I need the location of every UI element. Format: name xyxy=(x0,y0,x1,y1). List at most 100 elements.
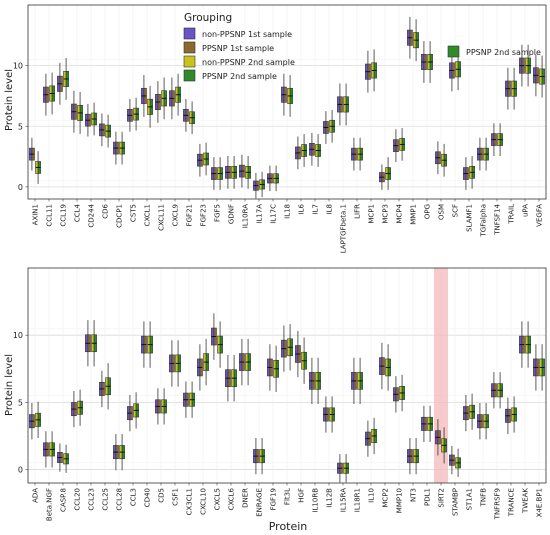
x-tick-label-cdcp1: CDCP1 xyxy=(116,204,124,228)
x-tick-label-ccl28: CCL28 xyxy=(116,488,124,511)
legend-swatch-non-ppsnp-1st xyxy=(183,27,196,40)
x-tick-label-fgf23: FGF23 xyxy=(200,204,208,226)
x-tick-label-trance: TRANCE xyxy=(508,488,516,517)
x-tick-label-ccl11: CCL11 xyxy=(46,204,54,227)
x-tick-label-tweak: TWEAK xyxy=(522,488,530,514)
legend-label-ppsnp-1st: PPSNP 1st sample xyxy=(202,44,274,53)
x-tick-label-il17a: IL17A xyxy=(256,204,264,224)
x-tick-label-il10rb: IL10RB xyxy=(312,488,320,513)
x-tick-label-cxcl10: CXCL10 xyxy=(200,488,208,515)
x-tick-label-il12b: IL12B xyxy=(326,488,334,508)
x-tick-label-laptgfbeta-1: LAPTGFbeta.1 xyxy=(340,204,348,253)
x-tick-label-cst5: CST5 xyxy=(130,204,138,222)
plot-border xyxy=(27,267,547,484)
x-tick-label-tnfrsf9: TNFRSF9 xyxy=(494,488,502,520)
legend-label-non-ppsnp-2nd: non-PPSNP 2nd sample xyxy=(202,58,295,67)
x-tick-label-ccl4: CCL4 xyxy=(74,203,82,222)
legend-title: Grouping xyxy=(184,12,232,24)
x-tick-label-ccl3: CCL3 xyxy=(130,488,138,506)
legend-swatch-ppsnp-2nd xyxy=(183,69,196,82)
x-tick-label-x4e-bp1: X4E.BP1 xyxy=(536,488,544,517)
x-tick-label-opg: OPG xyxy=(424,204,432,219)
x-tick-label-cxcl6: CXCL6 xyxy=(228,487,236,510)
x-tick-label-ccl20: CCL20 xyxy=(74,488,82,511)
x-tick-label-beta-ngf: Beta.NGF xyxy=(46,488,54,521)
x-tick-label-cd244: CD244 xyxy=(88,203,96,227)
extra-legend: PPSNP 2nd sample xyxy=(447,45,541,58)
x-tick-label-ada: ADA xyxy=(32,488,40,503)
x-tick-label-il15ra: IL15RA xyxy=(340,488,348,512)
x-tick-label-axin1: AXIN1 xyxy=(32,204,40,225)
x-tick-label-mmp10: MMP10 xyxy=(396,488,404,513)
x-tick-label-cx3cl1: CX3CL1 xyxy=(186,488,194,515)
legend-swatch-ppsnp-1st xyxy=(183,41,196,54)
x-tick-label-il17c: IL17C xyxy=(270,204,278,224)
x-tick-label-il6: IL6 xyxy=(298,203,306,214)
x-tick-label-osm: OSM xyxy=(438,204,446,220)
top-panel: AXIN1 CCL11 CCL19 CCL4 CD244 CD6 CDCP1 CST5 CXCL… xyxy=(13,4,547,253)
top-y-axis-title: Protein level xyxy=(4,69,15,131)
x-tick-label-upa: uPA xyxy=(522,204,530,217)
x-tick-label-cd5: CD5 xyxy=(158,488,166,503)
x-tick-label-stambp: STAMBP xyxy=(452,488,460,516)
legend-label-ppsnp-2nd: PPSNP 2nd sample xyxy=(202,72,277,81)
legend-label-non-ppsnp-1st: non-PPSNP 1st sample xyxy=(202,30,292,39)
x-tick-label-scf: SCF xyxy=(452,204,460,217)
x-tick-label-mmp1: MMP1 xyxy=(410,204,418,225)
x-axis-title: Protein xyxy=(269,520,308,533)
x-tick-label-st1a1: ST1A1 xyxy=(466,488,474,510)
x-tick-label-ccl25: CCL25 xyxy=(102,488,110,511)
x-tick-label-sirt2: SIRT2 xyxy=(438,488,446,508)
x-tick-label-fgf5: FGF5 xyxy=(214,204,222,222)
x-tick-label-fgf19: FGF19 xyxy=(270,488,278,510)
highlight-band xyxy=(434,268,448,483)
extra-legend-label: PPSNP 2nd sample xyxy=(466,48,541,57)
x-tick-label-slamf1: SLAMF1 xyxy=(466,204,474,232)
x-tick-label-mcp3: MCP3 xyxy=(382,204,390,224)
x-tick-label-mcp2: MCP2 xyxy=(382,488,390,508)
legend-swatch-non-ppsnp-2nd xyxy=(183,55,196,68)
y-tick-label-0: 0 xyxy=(18,466,23,475)
x-tick-label-nt3: NT3 xyxy=(410,488,418,502)
x-tick-label-ccl19: CCL19 xyxy=(60,204,68,227)
x-tick-label-cd6: CD6 xyxy=(102,203,110,218)
x-tick-label-mcp4: MCP4 xyxy=(396,203,404,223)
plot-border xyxy=(27,4,547,200)
x-tick-label-il10: IL10 xyxy=(368,488,376,503)
extra-legend-swatch xyxy=(447,45,460,58)
x-tick-label-csf1: CSF1 xyxy=(172,488,180,506)
x-tick-label-cxcl5: CXCL5 xyxy=(214,488,222,510)
x-tick-label-pdl1: PDL1 xyxy=(424,488,432,506)
x-tick-label-flt3l: Flt3L xyxy=(284,488,292,505)
x-tick-label-tnfb: TNFB xyxy=(480,488,488,508)
y-tick-label-5: 5 xyxy=(18,122,23,131)
x-tick-label-vegfa: VEGFA xyxy=(536,204,544,227)
x-tick-label-il18: IL18 xyxy=(284,204,292,219)
x-tick-label-il7: IL7 xyxy=(312,204,320,214)
x-tick-label-cxcl1: CXCL1 xyxy=(144,204,152,226)
x-tick-label-cxcl9: CXCL9 xyxy=(172,204,180,226)
legend: Grouping non-PPSNP 1st sample PPSNP 1st … xyxy=(183,12,295,82)
x-tick-label-gdnf: GDNF xyxy=(228,204,236,224)
x-tick-label-casp-8: CASP.8 xyxy=(60,488,68,512)
x-tick-label-il10ra: IL10RA xyxy=(242,204,250,228)
x-tick-label-il18r1: IL18R1 xyxy=(354,488,362,512)
x-tick-label-enrage: ENRAGE xyxy=(256,488,264,517)
bottom-panel: ADA Beta.NGF CASP.8 CCL20 CCL23 CCL25 CCL28 CCL… xyxy=(13,267,547,521)
x-tick-label-mcp1: MCP1 xyxy=(368,204,376,224)
y-tick-label-5: 5 xyxy=(18,398,23,407)
x-tick-label-fgf21: FGF21 xyxy=(186,204,194,226)
x-tick-label-lifr: LIFR xyxy=(354,204,362,219)
x-tick-label-tgfalpha: TGFalpha xyxy=(480,204,488,238)
y-tick-label-10: 10 xyxy=(13,331,23,340)
x-tick-label-ccl23: CCL23 xyxy=(88,488,96,511)
x-tick-label-hgf: HGF xyxy=(298,488,306,503)
x-tick-label-cd40: CD40 xyxy=(144,488,152,507)
x-tick-label-il8: IL8 xyxy=(326,204,334,214)
y-tick-label-10: 10 xyxy=(13,62,23,71)
x-tick-label-cxcl11: CXCL11 xyxy=(158,204,166,231)
x-tick-label-dner: DNER xyxy=(242,488,250,508)
bottom-y-axis-title: Protein level xyxy=(4,354,15,416)
x-tick-label-tnfsf14: TNFSF14 xyxy=(494,203,502,235)
